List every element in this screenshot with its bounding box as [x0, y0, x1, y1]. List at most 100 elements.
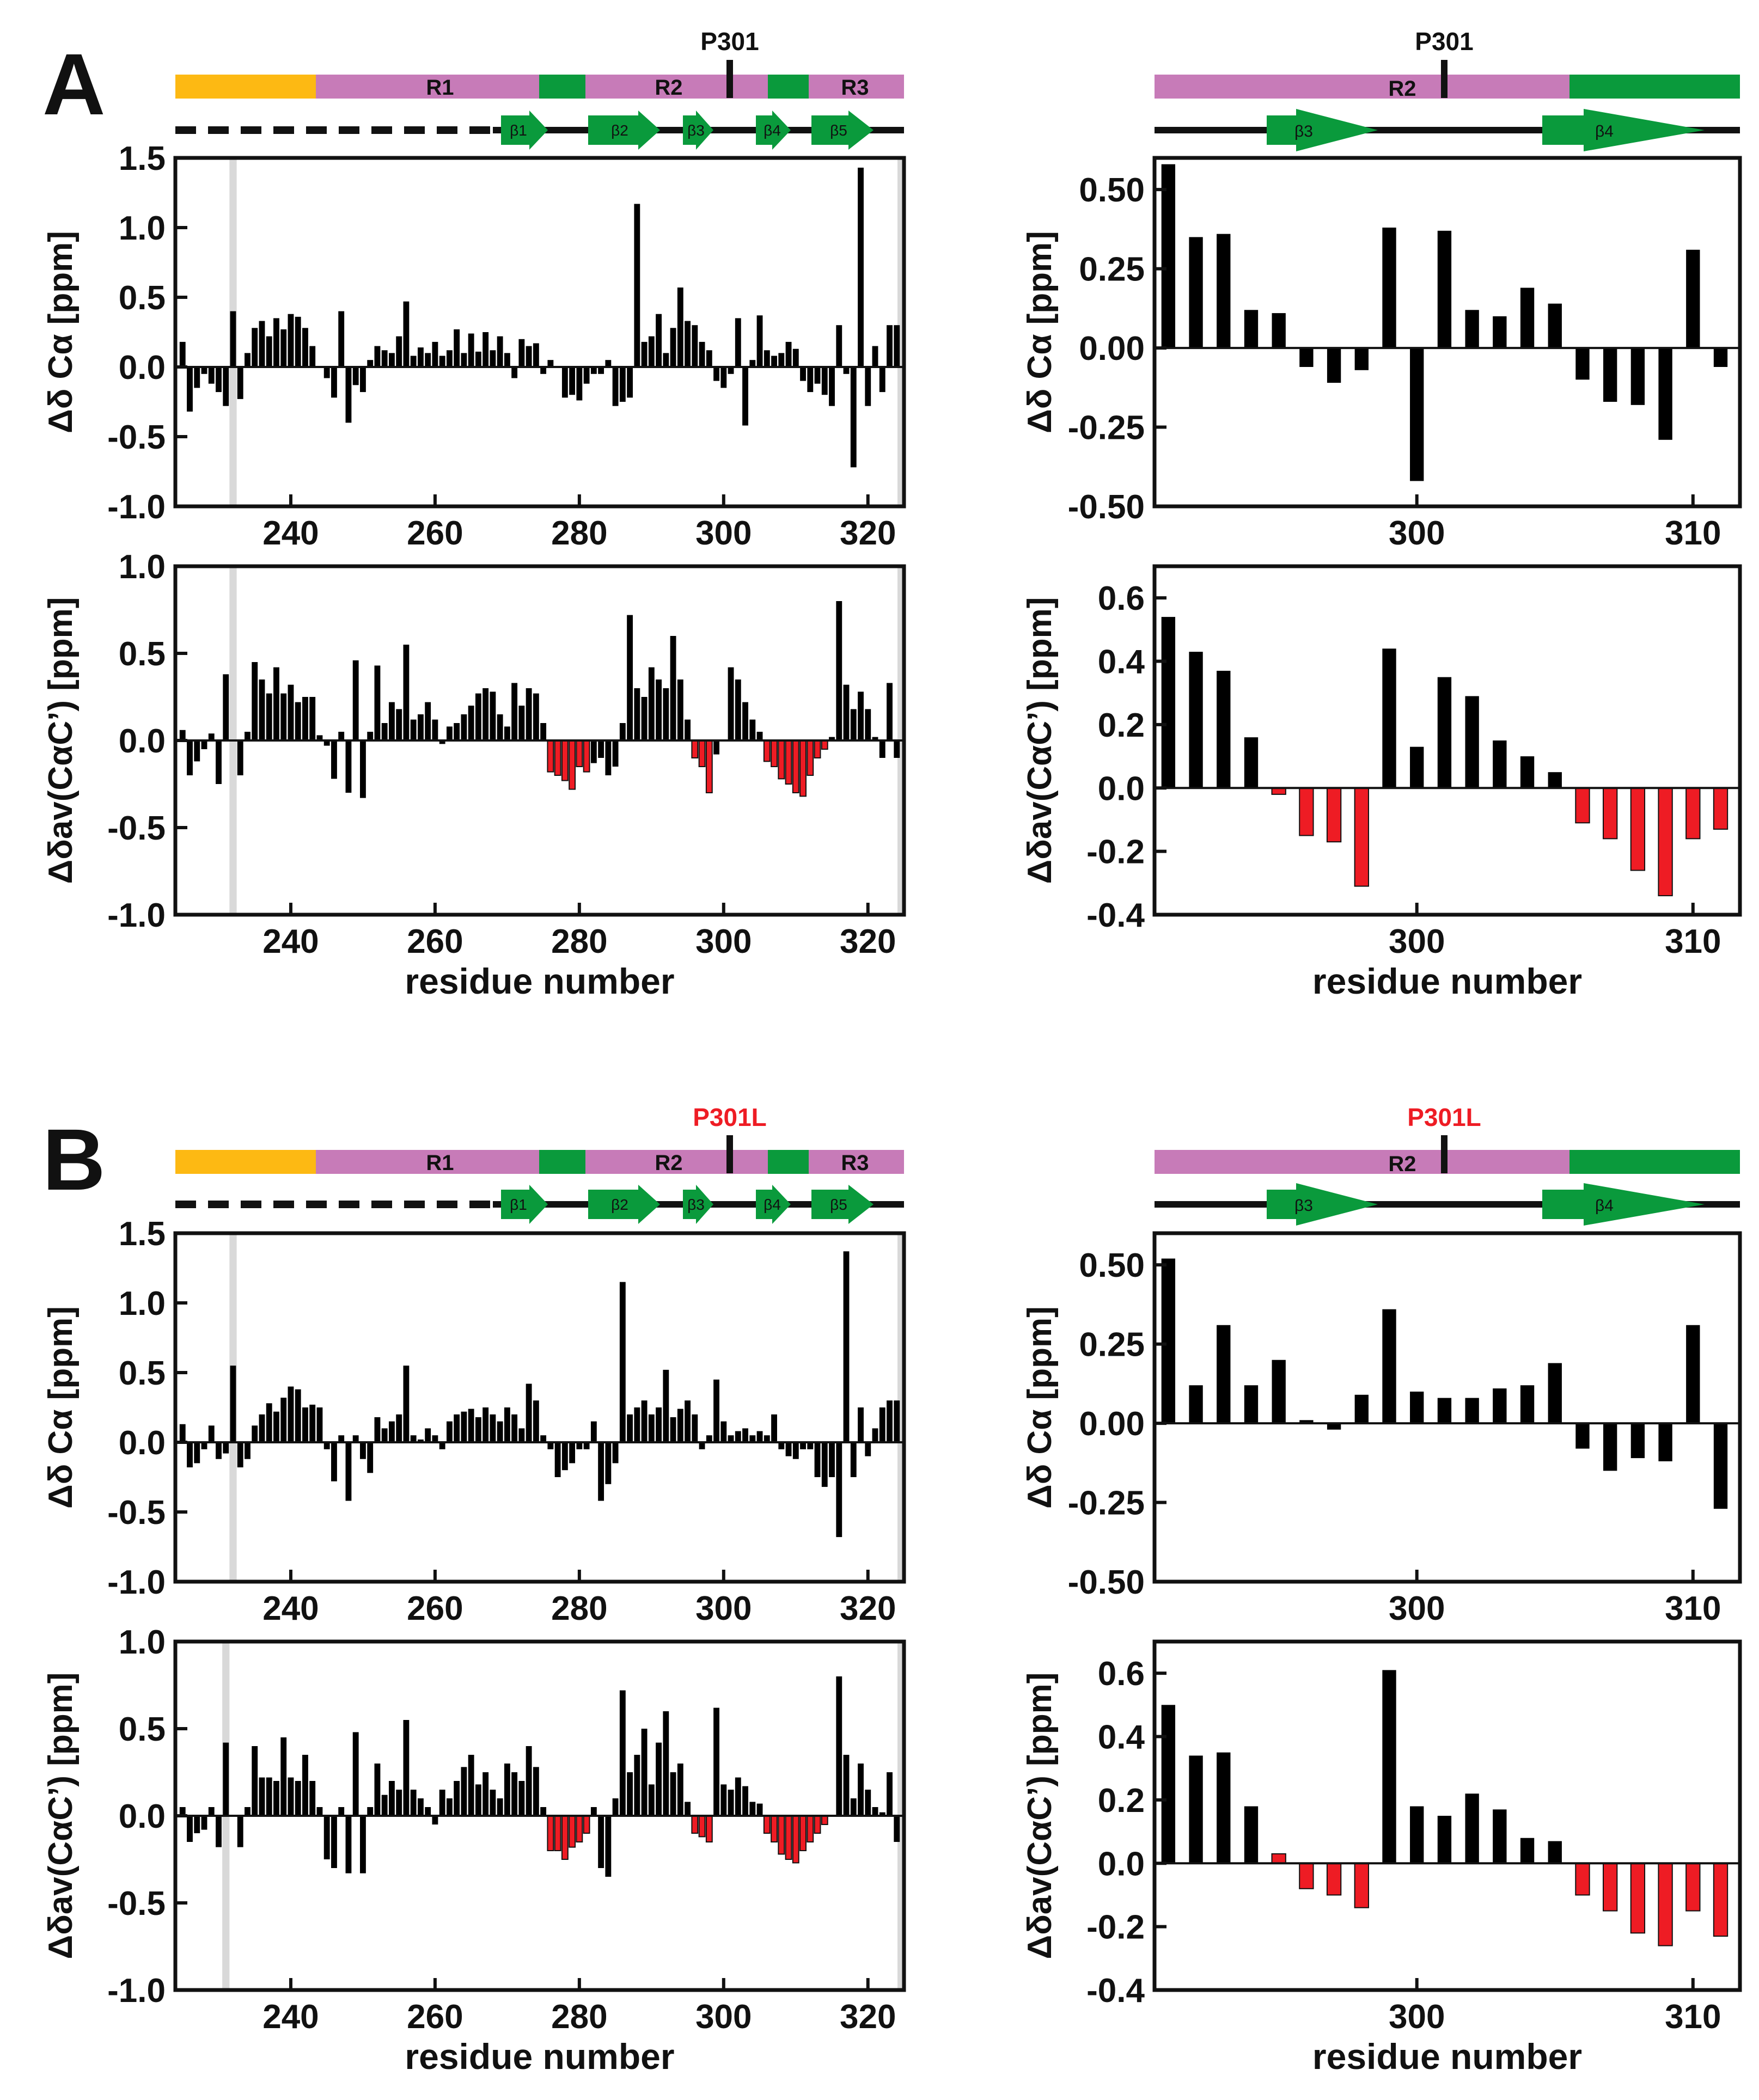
bar — [1244, 1806, 1259, 1864]
bar — [850, 1442, 857, 1477]
y-tick-label: -0.50 — [1068, 1564, 1145, 1601]
bar — [799, 1815, 807, 1851]
bar — [403, 1366, 410, 1442]
domain-schematic-a-right: R2 P301 β3 β4 — [1155, 27, 1740, 151]
x-tick-label: 300 — [1389, 923, 1445, 960]
bar — [237, 1816, 243, 1847]
bar — [252, 662, 258, 740]
y-tick-label: -1.0 — [107, 1564, 166, 1601]
bar — [1713, 1863, 1729, 1937]
beta-strand-arrow — [1267, 109, 1378, 151]
bar — [713, 367, 719, 381]
chart-a-left-delta-ca: 1.5 1.0 0.5 0.0 -0.5 -1.0 240 260 280 300 320 Δδ Cα… — [42, 140, 906, 552]
beta-strand-arrow — [756, 111, 791, 150]
bar — [829, 367, 835, 406]
bar — [583, 740, 590, 773]
chart-a-left-delta-av: 1.0 0.5 0.0 -0.5 -1.0 240 260 280 300 320 Δδav(CαC… — [42, 548, 906, 1001]
beta-strand-arrow — [588, 111, 660, 150]
beta-strand-arrow — [683, 1185, 713, 1224]
region-label-r2: R2 — [1388, 1152, 1416, 1176]
bar — [216, 1442, 222, 1459]
bar — [627, 367, 633, 398]
bar — [598, 1816, 604, 1868]
bar — [1161, 1258, 1176, 1424]
x-tick-label: 300 — [1389, 1998, 1445, 2036]
region-label-r2: R2 — [655, 1151, 682, 1175]
bar — [576, 1442, 583, 1449]
bar — [590, 367, 597, 374]
bar — [288, 1777, 294, 1816]
bar — [807, 1442, 814, 1449]
bar — [266, 1777, 272, 1816]
y-tick-label: 0.5 — [119, 635, 166, 673]
bar — [1326, 787, 1342, 843]
x-tick-label: 280 — [551, 515, 607, 552]
bar — [619, 1690, 626, 1816]
bar — [685, 719, 691, 740]
bar — [295, 1781, 301, 1816]
bar — [858, 167, 864, 367]
bar — [1217, 1752, 1231, 1864]
bar — [720, 367, 727, 388]
bar — [583, 1815, 590, 1834]
y-tick-label: 0.0 — [119, 1798, 166, 1835]
bar — [323, 1442, 330, 1449]
bar — [836, 601, 842, 740]
bar — [872, 346, 878, 367]
bar — [583, 1442, 590, 1449]
bar — [685, 321, 691, 367]
bar — [179, 1424, 186, 1442]
bar — [475, 351, 481, 367]
bar — [641, 1729, 648, 1816]
bar — [1520, 756, 1535, 788]
bar — [554, 1815, 561, 1851]
domain-r2 — [585, 1150, 768, 1174]
bar — [583, 367, 590, 384]
bar — [763, 740, 771, 762]
bar — [273, 318, 279, 367]
bar — [208, 367, 215, 384]
bar — [266, 336, 272, 367]
bar — [302, 328, 308, 367]
bar — [1217, 1325, 1231, 1424]
x-tick-label: 260 — [407, 923, 463, 960]
bar — [814, 1442, 821, 1477]
x-tick-label: 240 — [262, 923, 319, 960]
plot-frame — [173, 1231, 906, 1584]
domain-yellow — [175, 75, 316, 99]
bar — [216, 367, 222, 393]
mutation-marker — [1441, 1135, 1447, 1173]
bar — [894, 1816, 900, 1842]
bar — [482, 1407, 489, 1442]
bar — [417, 714, 424, 740]
y-tick-label: 0.5 — [119, 1355, 166, 1392]
bar — [245, 1807, 251, 1816]
bar — [641, 341, 648, 367]
bar — [1658, 348, 1672, 440]
bar — [490, 1414, 496, 1442]
bar — [295, 316, 301, 367]
beta-strand-arrow — [683, 111, 713, 150]
bar — [1602, 787, 1618, 840]
bar — [1382, 228, 1396, 348]
bar — [1189, 1755, 1203, 1864]
x-tick-label: 320 — [840, 1590, 896, 1627]
bar — [764, 1435, 770, 1442]
bar — [223, 674, 229, 740]
bar — [533, 1400, 539, 1442]
bar — [208, 1425, 215, 1442]
bar — [403, 645, 410, 740]
bar — [273, 667, 279, 740]
bar — [648, 336, 655, 367]
bar — [410, 1435, 417, 1442]
chart-b-right-delta-av: 0.6 0.4 0.2 0.0 -0.2 -0.4 300 310 Δδav(CαC’) [pp… — [1021, 1639, 1742, 2077]
bar — [432, 341, 438, 367]
y-tick-label: 1.0 — [119, 1624, 166, 1661]
bar — [1493, 740, 1507, 788]
bar — [396, 1414, 402, 1442]
y-axis-label: Δδ Cα [ppm] — [42, 231, 80, 433]
bar — [360, 740, 366, 798]
bar — [208, 733, 215, 740]
beta-strand-arrow — [501, 111, 548, 150]
bar — [648, 1414, 655, 1442]
